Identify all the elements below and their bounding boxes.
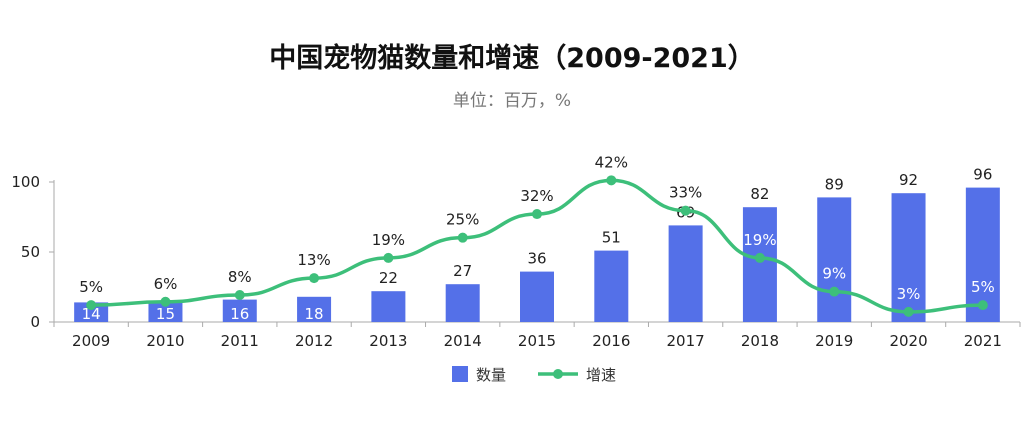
x-tick-label: 2016: [592, 332, 630, 350]
growth-point: [457, 232, 468, 243]
growth-value-label: 13%: [297, 251, 330, 269]
growth-value-label: 32%: [520, 187, 553, 205]
legend-bar-label: 数量: [476, 366, 506, 384]
bar-value-label: 18: [305, 305, 324, 323]
x-tick-label: 2020: [889, 332, 927, 350]
growth-value-label: 42%: [595, 153, 628, 171]
bar-value-label: 16: [230, 305, 249, 323]
bar-value-label: 96: [973, 166, 992, 184]
bar: [371, 291, 406, 322]
growth-point: [86, 300, 97, 311]
y-tick-label: 0: [30, 313, 40, 331]
growth-value-label: 19%: [372, 231, 405, 249]
x-tick-label: 2010: [146, 332, 184, 350]
bar-value-label: 14: [82, 305, 101, 323]
x-tick-label: 2011: [221, 332, 259, 350]
x-tick-label: 2017: [667, 332, 705, 350]
legend-line-label: 增速: [586, 366, 616, 384]
growth-value-label: 19%: [743, 231, 776, 249]
bar: [445, 284, 480, 322]
growth-point: [160, 296, 171, 307]
bar: [222, 299, 257, 322]
growth-point: [234, 290, 245, 301]
y-tick-label: 100: [11, 173, 40, 191]
bar: [891, 193, 926, 322]
growth-value-label: 25%: [446, 211, 479, 229]
growth-value-label: 6%: [154, 275, 178, 293]
bar-value-label: 22: [379, 269, 398, 287]
growth-value-label: 3%: [897, 285, 921, 303]
growth-value-label: 8%: [228, 268, 252, 286]
bar: [74, 302, 109, 322]
x-tick-label: 2012: [295, 332, 333, 350]
x-tick-label: 2021: [964, 332, 1002, 350]
growth-point: [309, 273, 320, 284]
y-tick-label: 50: [21, 243, 40, 261]
bar-value-label: 15: [156, 305, 175, 323]
x-tick-label: 2009: [72, 332, 110, 350]
growth-point: [383, 252, 394, 263]
bar: [742, 207, 777, 322]
growth-value-label: 5%: [971, 278, 995, 296]
bar-value-label: 51: [602, 229, 621, 247]
growth-value-label: 33%: [669, 184, 702, 202]
bar-value-label: 92: [899, 171, 918, 189]
legend-line-marker: [553, 369, 563, 379]
bar-value-label: 89: [825, 175, 844, 193]
bar: [668, 225, 703, 322]
bar-value-label: 27: [453, 262, 472, 280]
growth-point: [532, 209, 542, 220]
bar: [148, 301, 183, 322]
chart-title: 中国宠物猫数量和增速（2009-2021）: [269, 43, 755, 74]
growth-point: [977, 300, 988, 311]
bar: [297, 296, 332, 322]
bar: [520, 271, 554, 322]
growth-point: [829, 286, 840, 297]
legend-bar-swatch: [452, 366, 468, 382]
x-tick-label: 2013: [369, 332, 407, 350]
growth-point: [680, 205, 691, 216]
chart-subtitle: 单位：百万，%: [452, 91, 572, 111]
x-tick-label: 2015: [518, 332, 556, 350]
bar: [965, 187, 1000, 322]
growth-point: [903, 306, 914, 317]
x-tick-label: 2014: [444, 332, 482, 350]
growth-point: [606, 175, 617, 186]
x-tick-label: 2019: [815, 332, 853, 350]
bar: [594, 250, 629, 322]
bar: [817, 197, 852, 322]
bar-value-label: 82: [750, 185, 769, 203]
growth-value-label: 5%: [79, 278, 103, 296]
bar-value-label: 36: [527, 250, 546, 268]
growth-value-label: 9%: [822, 265, 846, 283]
growth-point: [754, 252, 765, 263]
x-tick-label: 2018: [741, 332, 779, 350]
